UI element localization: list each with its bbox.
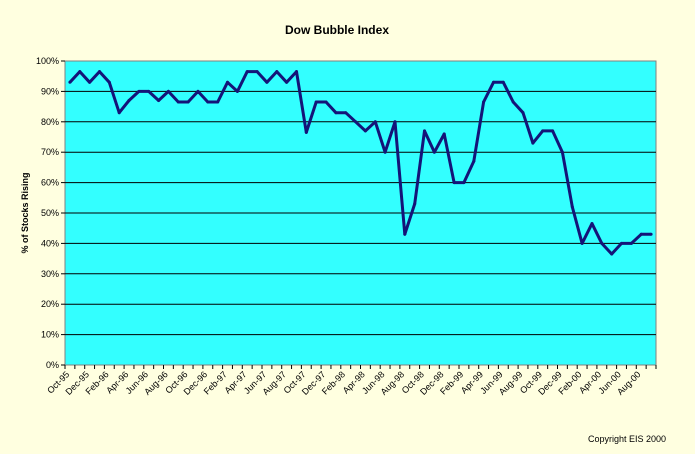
y-axis-label: % of Stocks Rising	[20, 172, 30, 253]
data-point	[413, 202, 417, 206]
data-point	[373, 120, 377, 124]
data-point	[166, 89, 170, 93]
data-point	[285, 80, 289, 84]
data-point	[157, 99, 161, 102]
y-tick-label: 10%	[41, 330, 59, 340]
gridlines	[65, 90, 656, 336]
data-point	[206, 100, 210, 104]
data-point	[620, 241, 623, 245]
data-point	[383, 150, 387, 154]
data-point	[295, 70, 298, 74]
data-point	[639, 232, 643, 236]
data-point	[127, 99, 131, 102]
data-point	[462, 181, 466, 185]
data-point	[344, 111, 348, 115]
y-tick-label: 90%	[41, 86, 59, 96]
data-point	[147, 89, 151, 93]
data-point	[600, 241, 604, 245]
data-point	[324, 100, 328, 104]
data-point	[226, 80, 229, 84]
data-point	[196, 89, 200, 93]
data-point	[235, 89, 239, 93]
data-point	[472, 159, 476, 163]
data-point	[304, 130, 308, 134]
data-point	[570, 205, 574, 209]
data-point	[265, 80, 269, 84]
data-point	[501, 80, 505, 84]
data-point	[482, 100, 486, 104]
data-point	[492, 80, 495, 84]
data-point	[117, 111, 121, 115]
data-point	[137, 89, 141, 93]
data-point	[511, 100, 515, 104]
data-point	[354, 120, 358, 124]
data-point	[255, 70, 259, 74]
data-point	[78, 70, 82, 74]
y-tick-label: 20%	[41, 299, 59, 309]
x-axis-ticks: Oct-95Dec-95Feb-96Apr-96Jun-96Aug-96Oct-…	[45, 365, 657, 397]
data-point	[363, 129, 367, 133]
chart-title: Dow Bubble Index	[285, 23, 389, 37]
data-point	[334, 111, 338, 115]
y-tick-label: 30%	[41, 269, 59, 279]
series-line	[68, 70, 652, 256]
data-point	[580, 241, 584, 245]
data-point	[216, 100, 220, 104]
data-point	[560, 150, 564, 154]
data-point	[314, 100, 318, 104]
data-point	[68, 80, 72, 84]
data-point	[452, 181, 456, 185]
y-tick-label: 60%	[41, 178, 59, 188]
data-point	[403, 232, 407, 236]
data-point	[649, 232, 653, 236]
y-tick-label: 70%	[41, 147, 59, 157]
y-tick-label: 80%	[41, 117, 59, 127]
data-point	[432, 150, 436, 154]
y-tick-label: 100%	[36, 56, 59, 66]
data-point	[107, 80, 111, 84]
data-point	[275, 70, 279, 74]
data-point	[393, 120, 397, 124]
copyright-text: Copyright EIS 2000	[588, 434, 666, 444]
data-point	[629, 241, 633, 245]
data-point	[531, 141, 535, 145]
data-point	[541, 129, 545, 133]
data-point	[245, 70, 249, 74]
data-point	[176, 100, 180, 104]
data-point	[521, 111, 525, 115]
y-tick-label: 50%	[41, 208, 59, 218]
data-point	[442, 132, 446, 136]
data-point	[423, 129, 426, 133]
y-tick-label: 40%	[41, 238, 59, 248]
data-point	[98, 70, 101, 74]
y-tick-label: 0%	[46, 360, 59, 370]
data-point	[590, 222, 594, 226]
data-point	[88, 80, 92, 84]
data-point	[610, 252, 614, 256]
data-point	[551, 129, 555, 133]
data-point	[186, 100, 190, 104]
y-axis-ticks: 0% 10% 20% 30% 40% 50% 60% 70% 80% 90% 100%	[36, 56, 65, 370]
